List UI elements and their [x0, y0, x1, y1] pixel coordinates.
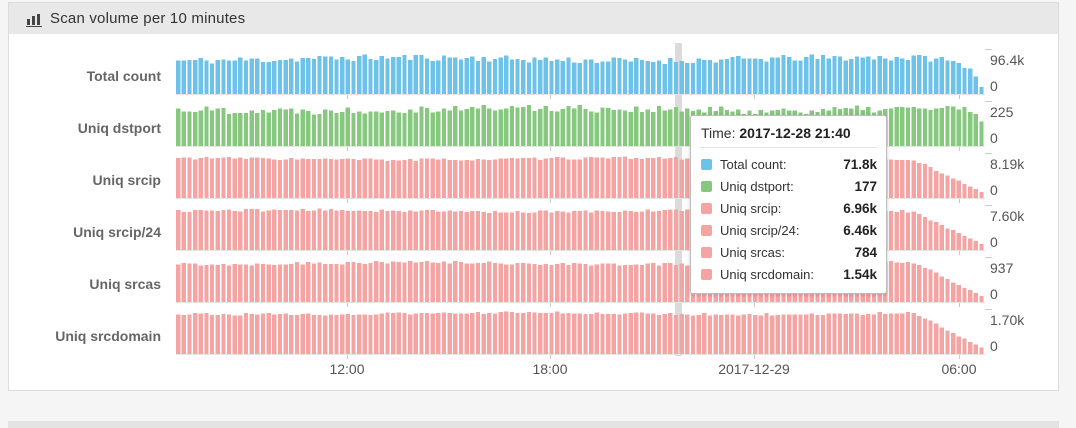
- tooltip-row-label: Total count:: [720, 156, 787, 172]
- tooltip-row-uniq-srcip-24: Uniq srcip/24: 6.46k: [700, 219, 877, 241]
- time-axis-label-2017-12-29: 2017-12-29: [718, 361, 790, 377]
- tooltip-row-total-count: Total count: 71.8k: [700, 153, 877, 175]
- time-axis-tick: [550, 251, 551, 255]
- time-axis-tick: [959, 95, 960, 99]
- tooltip-time-value: 2017-12-28 21:40: [739, 125, 851, 141]
- time-axis-label-18-00: 18:00: [532, 361, 568, 377]
- value-axis-min-uniq-srcip: 0: [990, 182, 998, 198]
- tooltip-time-label: Time:: [701, 125, 736, 141]
- row-baseline: [176, 302, 985, 303]
- time-axis-tick: [959, 147, 960, 151]
- panel-header: Scan volume per 10 minutes: [9, 3, 1058, 34]
- row-baseline: [176, 94, 985, 95]
- time-axis-tick: [550, 199, 551, 203]
- tooltip-row-label: Uniq srcip/24:: [720, 222, 800, 238]
- row-baseline: [176, 146, 985, 147]
- time-axis-tick: [754, 355, 755, 359]
- tooltip-row-uniq-srcip: Uniq srcip: 6.96k: [700, 197, 877, 219]
- tooltip-row-uniq-dstport: Uniq dstport: 177: [700, 175, 877, 197]
- value-axis-min-uniq-dstport: 0: [990, 130, 998, 146]
- value-axis-max-total-count: 96.4k: [990, 52, 1025, 68]
- row-baseline: [176, 198, 985, 199]
- tooltip-time: Time: 2017-12-28 21:40: [700, 123, 877, 148]
- time-axis-tick: [754, 95, 755, 99]
- row-label-uniq-dstport: Uniq dstport: [77, 120, 161, 136]
- tooltip-row-uniq-srcas: Uniq srcas: 784: [700, 241, 877, 263]
- time-axis-tick: [347, 95, 348, 99]
- next-panel-header-strip: [8, 421, 1059, 428]
- row-label-total-count: Total count: [86, 68, 161, 84]
- tooltip-row-label: Uniq srcip:: [720, 200, 782, 216]
- series-swatch-icon: [701, 246, 712, 258]
- time-axis-tick: [347, 199, 348, 203]
- bar-chart-icon: [26, 13, 42, 27]
- value-axis-tick: [985, 257, 992, 258]
- time-axis-tick: [347, 303, 348, 307]
- tooltip-row-value: 1.54k: [843, 266, 877, 282]
- bar-series-total-count[interactable]: [176, 48, 985, 94]
- time-axis-label-06-00: 06:00: [941, 361, 977, 377]
- panel-title: Scan volume per 10 minutes: [50, 10, 246, 27]
- value-axis-max-uniq-srcdomain: 1.70k: [990, 312, 1025, 328]
- time-axis-tick: [550, 147, 551, 151]
- value-axis-max-uniq-srcip-24: 7.60k: [990, 208, 1025, 224]
- value-axis-min-uniq-srcas: 0: [990, 286, 998, 302]
- row-label-uniq-srcip-24: Uniq srcip/24: [73, 224, 161, 240]
- series-swatch-icon: [701, 268, 712, 280]
- row-label-uniq-srcdomain: Uniq srcdomain: [55, 328, 161, 344]
- row-baseline: [176, 250, 985, 251]
- time-axis-tick: [959, 355, 960, 359]
- time-axis-tick: [347, 355, 348, 359]
- value-axis-min-total-count: 0: [990, 78, 998, 94]
- tooltip-row-value: 6.46k: [843, 222, 877, 238]
- tooltip-row-value: 71.8k: [843, 156, 877, 172]
- row-label-uniq-srcas: Uniq srcas: [89, 276, 161, 292]
- time-axis-tick: [347, 251, 348, 255]
- tooltip-row-label: Uniq srcdomain:: [720, 266, 814, 282]
- time-axis-tick: [550, 355, 551, 359]
- value-axis-tick: [985, 153, 992, 154]
- value-axis-min-uniq-srcdomain: 0: [990, 338, 998, 354]
- value-axis-min-uniq-srcip-24: 0: [990, 234, 998, 250]
- row-label-uniq-srcip: Uniq srcip: [92, 172, 161, 188]
- time-axis-tick: [550, 303, 551, 307]
- time-axis-tick: [959, 251, 960, 255]
- time-axis-tick: [959, 303, 960, 307]
- tooltip-row-value: 784: [854, 244, 877, 260]
- time-axis-tick: [754, 303, 755, 307]
- row-baseline: [176, 354, 985, 355]
- tooltip-row-label: Uniq srcas:: [720, 244, 786, 260]
- value-axis-max-uniq-dstport: 225: [990, 104, 1014, 120]
- value-axis-tick: [985, 101, 992, 102]
- value-axis-tick: [985, 49, 992, 50]
- tooltip-row-value: 177: [854, 178, 877, 194]
- tooltip-row-value: 6.96k: [843, 200, 877, 216]
- series-swatch-icon: [701, 224, 712, 236]
- value-axis-tick: [985, 205, 992, 206]
- value-axis-max-uniq-srcas: 937: [990, 260, 1014, 276]
- tooltip-row-label: Uniq dstport:: [720, 178, 794, 194]
- time-axis-tick: [347, 147, 348, 151]
- value-axis-tick: [985, 309, 992, 310]
- hover-crosshair: [675, 43, 682, 356]
- tooltip-items: Total count: 71.8k Uniq dstport: 177 Uniq sr…: [700, 148, 877, 285]
- bar-series-uniq-srcdomain[interactable]: [176, 308, 985, 354]
- scan-volume-chart[interactable]: Total count 96.4k 0 Uniq dstport 225 0 Uniq sr…: [9, 34, 1058, 390]
- time-axis-tick: [959, 199, 960, 203]
- series-swatch-icon: [701, 180, 712, 192]
- time-axis-label-12-00: 12:00: [329, 361, 365, 377]
- value-axis-max-uniq-srcip: 8.19k: [990, 156, 1025, 172]
- time-axis-tick: [550, 95, 551, 99]
- series-swatch-icon: [701, 202, 712, 214]
- scan-volume-panel: Scan volume per 10 minutes Total count 96…: [8, 2, 1059, 391]
- chart-tooltip: Time: 2017-12-28 21:40 Total count: 71.8k…: [690, 115, 887, 294]
- tooltip-row-uniq-srcdomain: Uniq srcdomain: 1.54k: [700, 263, 877, 285]
- series-swatch-icon: [701, 158, 712, 170]
